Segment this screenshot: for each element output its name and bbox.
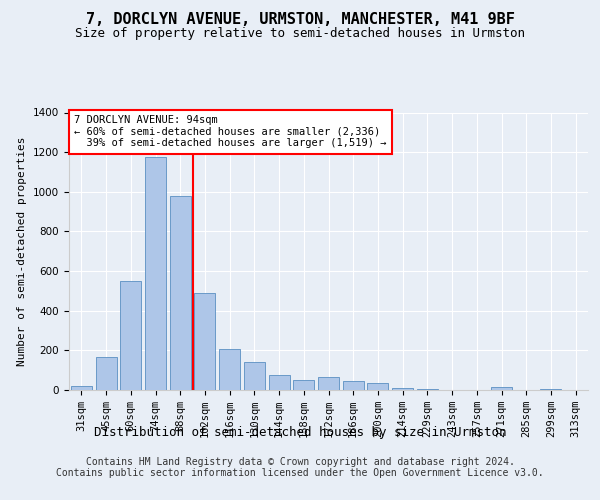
Bar	[95, 358, 116, 390]
Text: 7, DORCLYN AVENUE, URMSTON, MANCHESTER, M41 9BF: 7, DORCLYN AVENUE, URMSTON, MANCHESTER, …	[86, 12, 514, 28]
Y-axis label: Number of semi-detached properties: Number of semi-detached properties	[17, 136, 28, 366]
Bar	[491, 387, 512, 390]
Bar	[219, 350, 240, 390]
Bar	[244, 362, 265, 390]
Bar	[269, 375, 290, 390]
Bar	[367, 383, 388, 390]
Bar	[145, 157, 166, 390]
Bar	[318, 377, 339, 390]
Bar	[170, 196, 191, 390]
Bar	[194, 293, 215, 390]
Bar	[71, 386, 92, 390]
Text: Distribution of semi-detached houses by size in Urmston: Distribution of semi-detached houses by …	[94, 426, 506, 439]
Bar	[417, 389, 438, 390]
Bar	[541, 389, 562, 390]
Text: 7 DORCLYN AVENUE: 94sqm
← 60% of semi-detached houses are smaller (2,336)
  39% : 7 DORCLYN AVENUE: 94sqm ← 60% of semi-de…	[74, 116, 386, 148]
Bar	[120, 281, 141, 390]
Bar	[392, 388, 413, 390]
Text: Contains HM Land Registry data © Crown copyright and database right 2024.
Contai: Contains HM Land Registry data © Crown c…	[56, 456, 544, 478]
Text: Size of property relative to semi-detached houses in Urmston: Size of property relative to semi-detach…	[75, 28, 525, 40]
Bar	[343, 381, 364, 390]
Bar	[293, 380, 314, 390]
